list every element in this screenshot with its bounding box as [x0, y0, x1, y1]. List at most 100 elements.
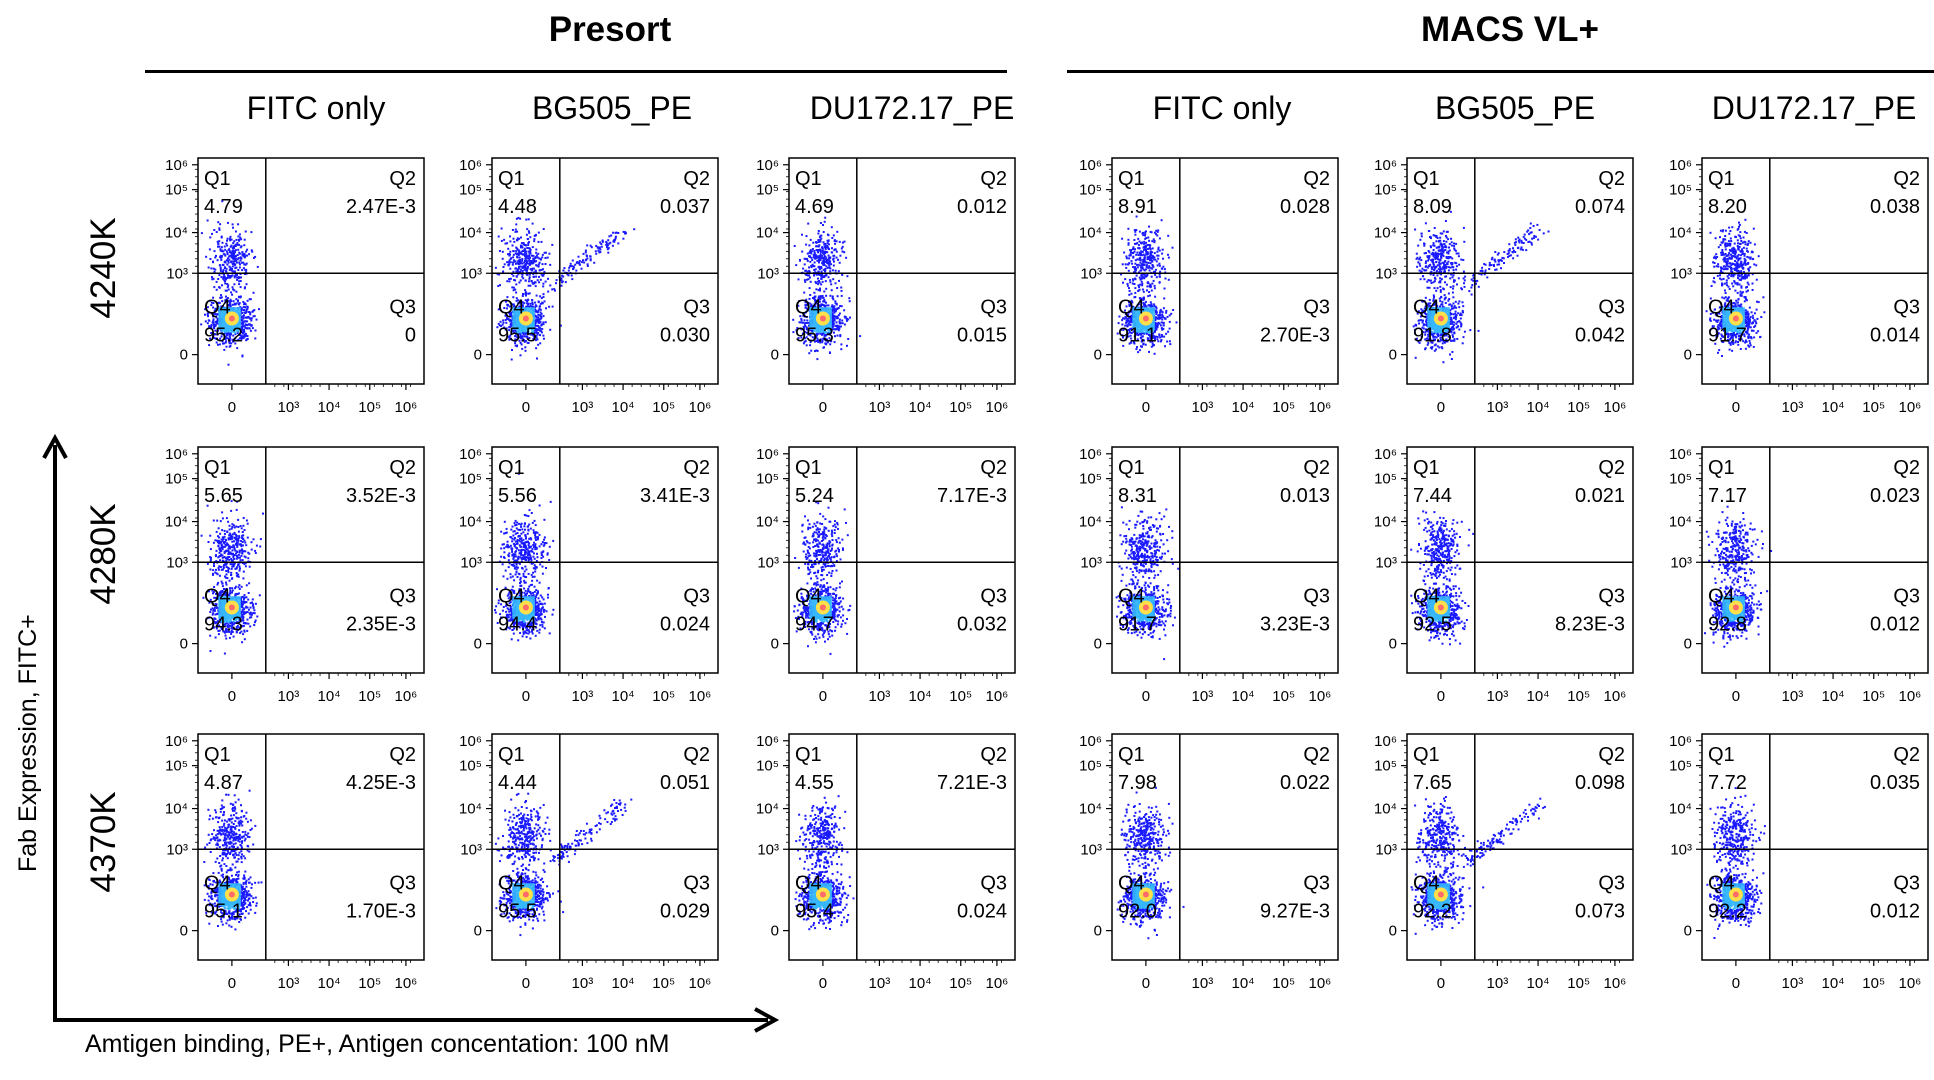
event-dot [1157, 257, 1160, 260]
event-dot [233, 270, 236, 273]
event-dot [810, 252, 813, 255]
event-dot [1449, 277, 1452, 280]
event-dot [542, 295, 545, 298]
event-dot [225, 289, 228, 292]
event-dot [504, 319, 507, 321]
event-dot [518, 256, 521, 259]
event-dot [803, 340, 806, 343]
event-dot [212, 320, 215, 323]
event-dot [533, 282, 536, 285]
event-dot [522, 277, 525, 280]
event-dot [244, 286, 246, 289]
event-dot [524, 329, 527, 332]
event-dot [836, 325, 839, 328]
event-dot [1124, 278, 1127, 281]
event-dot [239, 329, 242, 332]
density-peak-center [522, 315, 529, 322]
event-dot [516, 248, 519, 251]
event-dot [804, 306, 807, 309]
event-dot [1434, 265, 1437, 268]
event-dot [233, 255, 235, 258]
event-dot [514, 228, 517, 231]
event-dot [217, 329, 219, 332]
event-dot [598, 246, 601, 249]
event-dot [529, 250, 532, 253]
event-dot [508, 336, 511, 339]
event-dot [525, 294, 527, 297]
event-dot [1135, 348, 1138, 351]
event-dot [509, 318, 512, 321]
event-dot [218, 240, 221, 243]
event-dot [1420, 270, 1423, 273]
event-dot [1146, 289, 1148, 292]
event-dot [1469, 329, 1472, 332]
event-dot [840, 294, 843, 297]
event-dot [531, 267, 534, 270]
event-dot [835, 303, 838, 306]
event-dot [226, 286, 229, 289]
event-dot [808, 302, 811, 305]
event-dot [1441, 300, 1444, 303]
event-dot [1165, 332, 1168, 335]
event-dot [1451, 276, 1454, 279]
y-tick-label: 10⁶ [459, 157, 482, 174]
event-dot [524, 340, 527, 342]
event-dot [1448, 243, 1451, 246]
event-dot [817, 280, 820, 283]
event-dot [838, 327, 841, 330]
event-dot [518, 250, 521, 253]
event-dot [234, 251, 236, 254]
event-dot [792, 331, 795, 334]
event-dot [1151, 240, 1154, 243]
event-dot [531, 330, 534, 333]
event-dot [213, 311, 216, 314]
event-dot [513, 240, 516, 243]
event-dot [1461, 301, 1464, 304]
event-dot [817, 289, 820, 292]
event-dot [527, 330, 530, 333]
event-dot [515, 291, 518, 294]
event-dot [236, 258, 239, 261]
event-dot [222, 276, 225, 279]
event-dot [849, 316, 851, 319]
event-dot [1168, 314, 1171, 317]
x-tick-label: 10³ [1192, 399, 1214, 416]
event-dot [1530, 243, 1533, 246]
event-dot [1162, 307, 1165, 310]
event-dot [224, 277, 227, 280]
event-dot [1138, 257, 1141, 260]
event-dot [831, 313, 834, 316]
event-dot [523, 340, 526, 343]
x-tick-label: 10⁵ [358, 399, 381, 416]
event-dot [533, 234, 536, 237]
event-dot [538, 305, 541, 308]
event-dot [1149, 262, 1152, 265]
event-dot [1424, 348, 1427, 351]
event-dot [1149, 283, 1152, 286]
event-dot [1148, 239, 1151, 242]
quadrant-value-q2: 0.028 [1280, 196, 1330, 218]
event-dot [555, 282, 557, 285]
event-dot [511, 263, 514, 266]
event-dot [808, 271, 811, 274]
event-dot [227, 329, 230, 332]
event-dot [1148, 265, 1151, 268]
event-dot [1430, 282, 1433, 284]
event-dot [250, 249, 253, 252]
event-dot [1462, 226, 1465, 229]
event-dot [797, 337, 800, 340]
event-dot [500, 239, 503, 242]
event-dot [808, 255, 811, 258]
event-dot [612, 231, 615, 234]
event-dot [817, 245, 820, 248]
event-dot [238, 251, 241, 254]
event-dot [229, 237, 231, 240]
event-dot [237, 276, 240, 279]
event-dot [514, 267, 517, 270]
event-dot [238, 266, 241, 269]
event-dot [825, 258, 828, 260]
event-dot [1496, 263, 1499, 266]
event-dot [210, 304, 213, 307]
event-dot [1132, 255, 1135, 258]
event-dot [560, 277, 563, 280]
